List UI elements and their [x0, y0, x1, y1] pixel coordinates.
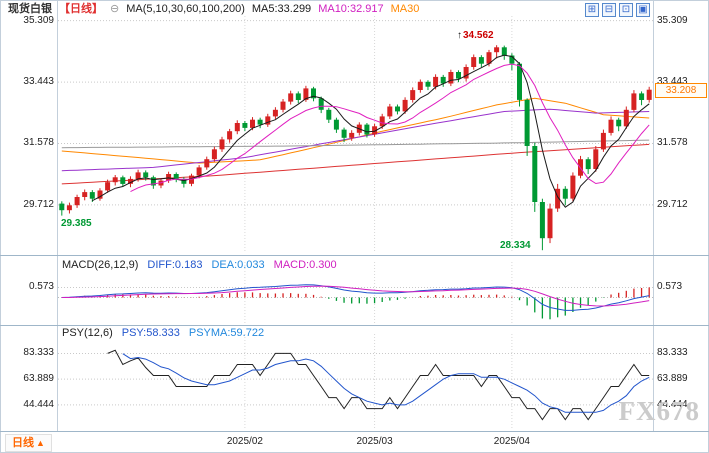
main-y-label-left: 35.309	[23, 14, 54, 26]
main-y-label-left: 31.578	[23, 137, 54, 149]
ma30-value: MA30	[390, 3, 420, 15]
low-annotation: 29.385	[61, 218, 92, 229]
psy-value: PSY:58.333	[121, 327, 180, 339]
ma5-value: MA5:33.299	[251, 3, 312, 15]
psy-y-label-left: 83.333	[23, 347, 54, 359]
macd-y-label-left: 0.573	[28, 281, 54, 293]
symbol-name: 现货白银	[8, 3, 52, 15]
macd-title: MACD(26,12,9)	[62, 259, 139, 271]
maximize-icon[interactable]: ▣	[636, 3, 650, 17]
main-y-label-right: 35.309	[657, 14, 688, 26]
x-axis-label: 2025/03	[356, 436, 393, 447]
ma10-value: MA10:32.917	[318, 3, 384, 15]
psy-y-label-left: 63.889	[23, 373, 54, 385]
psy-y-label-right: 44.444	[657, 398, 688, 410]
x-axis-label: 2025/04	[493, 436, 530, 447]
macd-header: MACD(26,12,9) DIFF:0.183 DEA:0.033 MACD:…	[62, 259, 337, 271]
macd-y-label-right: 0.573	[657, 281, 683, 293]
crash-low-annotation-text: 28.334	[500, 240, 531, 251]
psy-y-label-left: 44.444	[23, 398, 54, 410]
watermark: FX678	[618, 396, 700, 426]
macd-dea-value: DEA:0.033	[211, 259, 265, 271]
up-triangle-icon: ▲	[36, 438, 45, 448]
period-tag: 【日线】	[59, 3, 103, 15]
psy-y-label-right: 83.333	[657, 347, 688, 359]
x-axis-label: 2025/02	[226, 436, 263, 447]
main-chart-header: 现货白银 【日线】 ⊖ MA(5,10,30,60,100,200) MA5:33…	[8, 3, 419, 16]
crash-low-annotation: 28.334	[500, 240, 531, 251]
main-y-label-right: 29.712	[657, 198, 688, 210]
high-annotation: ↑34.562	[457, 30, 494, 41]
main-y-label-left: 33.443	[23, 76, 54, 88]
last-price-tag: 33.208	[655, 83, 707, 98]
period-tab-label: 日线	[12, 437, 34, 449]
psyma-value: PSYMA:59.722	[188, 327, 265, 339]
psy-y-label-right: 63.889	[657, 373, 688, 385]
up-arrow-icon: ↑	[457, 30, 462, 41]
ma-params-label: MA(5,10,30,60,100,200)	[126, 3, 245, 15]
macd-diff-value: DIFF:0.183	[147, 259, 203, 271]
period-tab[interactable]: 日线 ▲	[5, 434, 52, 452]
high-annotation-text: 34.562	[463, 30, 494, 41]
dual-pane-icon[interactable]: ⊟	[602, 3, 616, 17]
main-y-label-right: 33.443	[657, 76, 688, 88]
zoom-out-icon[interactable]: ⊖	[110, 3, 120, 15]
macd-hist-value: MACD:0.300	[273, 259, 337, 271]
main-y-label-right: 31.578	[657, 137, 688, 149]
single-pane-icon[interactable]: ⊡	[619, 3, 633, 17]
psy-header: PSY(12,6) PSY:58.333 PSYMA:59.722	[62, 327, 264, 339]
main-y-label-left: 29.712	[23, 198, 54, 210]
low-annotation-text: 29.385	[61, 218, 92, 229]
psy-title: PSY(12,6)	[62, 327, 113, 339]
chart-layout-toolbar: ⊞ ⊟ ⊡ ▣	[585, 3, 650, 17]
grid-layout-icon[interactable]: ⊞	[585, 3, 599, 17]
